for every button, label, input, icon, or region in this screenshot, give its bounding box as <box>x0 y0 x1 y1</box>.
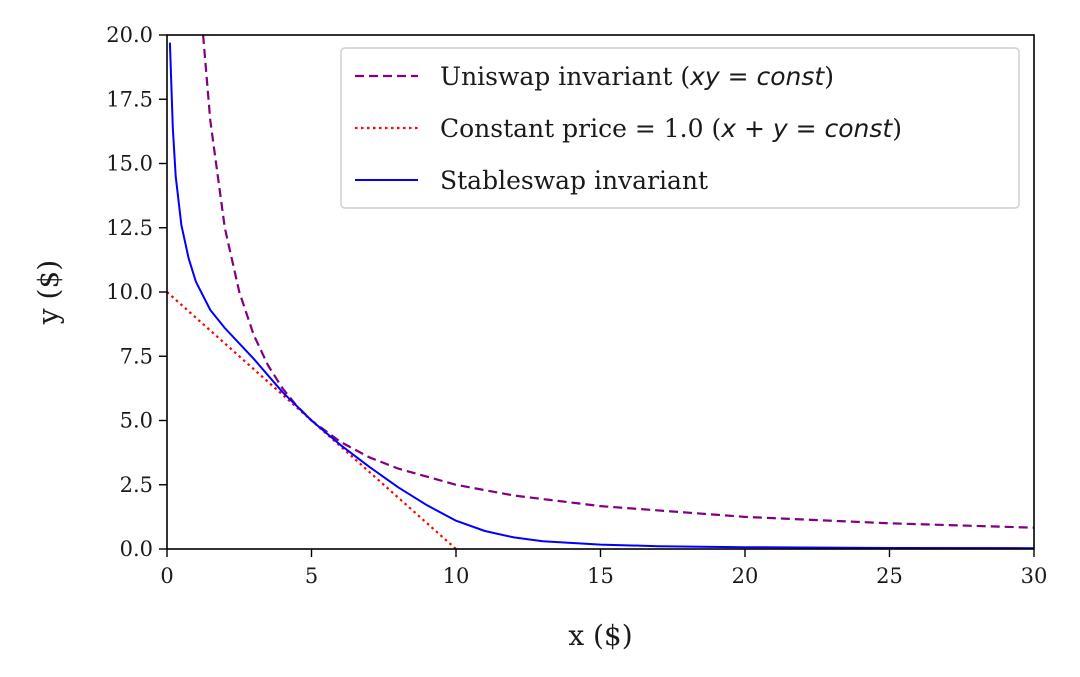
y-tick-label: 15.0 <box>106 152 153 176</box>
y-tick-label: 10.0 <box>106 280 153 304</box>
legend-label-text: Constant price = 1.0 ( <box>440 114 721 143</box>
x-axis: 0 5 10 15 20 25 30 <box>160 549 1047 588</box>
legend-box <box>340 47 1020 209</box>
y-tick-label: 20.0 <box>106 23 153 47</box>
legend-label-2: Constant price = 1.0 (x + y = const) <box>440 114 902 143</box>
legend-label-suffix: ) <box>824 62 834 91</box>
x-tick-label: 30 <box>1021 564 1048 588</box>
x-tick-label: 25 <box>876 564 903 588</box>
y-tick-label: 5.0 <box>120 409 153 433</box>
legend-label-suffix: ) <box>892 114 902 143</box>
y-tick-label: 0.0 <box>120 537 153 561</box>
legend-label-text: Stableswap invariant <box>440 166 708 195</box>
y-tick-label: 12.5 <box>106 216 153 240</box>
x-axis-title: x ($) <box>568 619 632 652</box>
x-tick-label: 15 <box>587 564 614 588</box>
legend-label-3: Stableswap invariant <box>440 166 708 195</box>
x-tick-label: 0 <box>160 564 173 588</box>
y-tick-label: 7.5 <box>120 344 153 368</box>
legend-label-math: x + y = const <box>720 114 893 143</box>
legend-label-text: Uniswap invariant ( <box>440 62 690 91</box>
y-tick-label: 2.5 <box>120 473 153 497</box>
y-axis: 0.0 2.5 5.0 7.5 10.0 12.5 15.0 17.5 20.0 <box>106 23 167 561</box>
x-tick-label: 10 <box>443 564 470 588</box>
legend: Uniswap invariant (xy = const)Constant p… <box>340 47 1020 209</box>
y-tick-label: 17.5 <box>106 87 153 111</box>
series-line-3 <box>168 42 1034 549</box>
legend-label-math: xy = const <box>689 62 825 91</box>
x-tick-label: 20 <box>732 564 759 588</box>
x-tick-label: 5 <box>305 564 318 588</box>
legend-label-1: Uniswap invariant (xy = const) <box>440 62 834 91</box>
y-axis-title: y ($) <box>32 260 65 325</box>
series-line-1 <box>202 35 1034 529</box>
series-layer <box>167 35 1034 549</box>
